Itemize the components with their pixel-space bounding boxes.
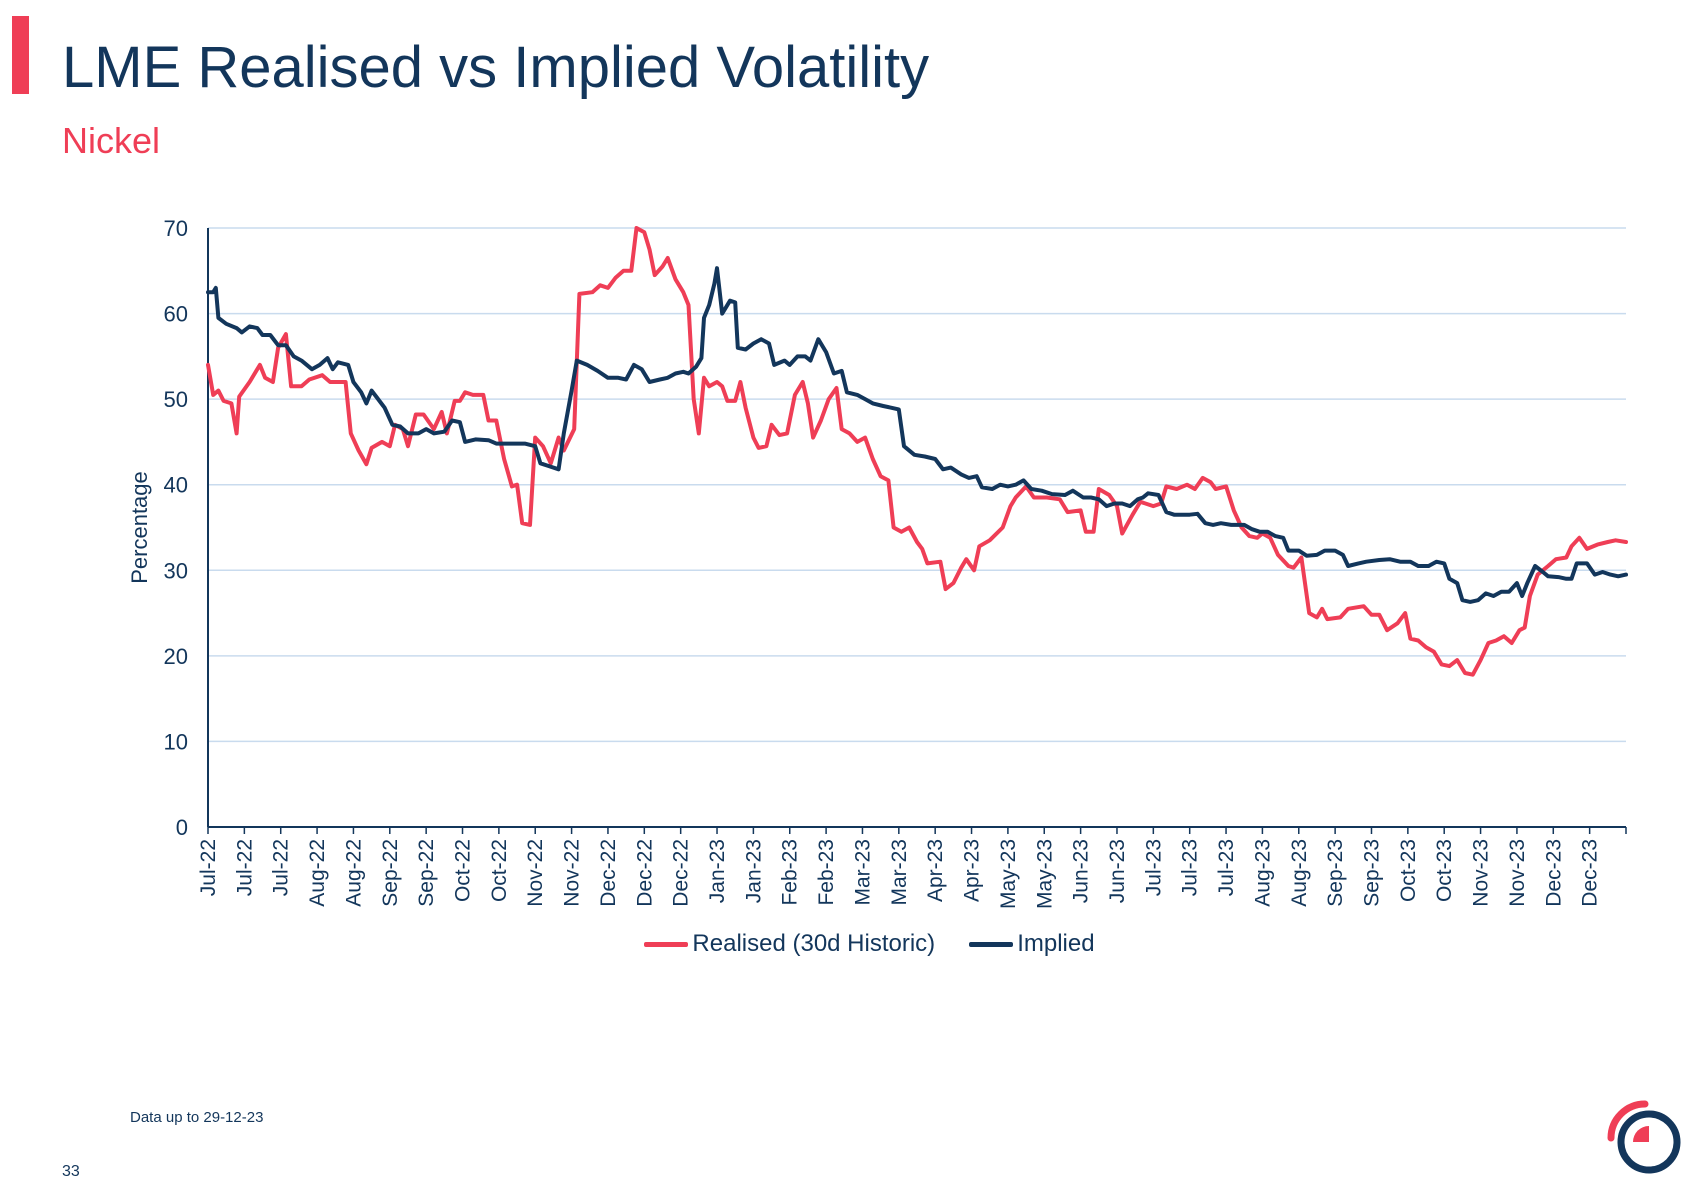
y-tick-label: 10 <box>164 729 188 754</box>
x-tick-label: Jan-23 <box>742 839 765 903</box>
x-tick-label: Oct-23 <box>1433 839 1456 902</box>
x-tick-label: Jul-22 <box>233 839 256 896</box>
x-tick-label: Aug-22 <box>342 839 365 907</box>
x-tick-label: Sep-22 <box>379 839 402 907</box>
x-tick-label: Jul-23 <box>1179 839 1202 896</box>
data-date-note: Data up to 29-12-23 <box>130 1109 264 1126</box>
x-tick-label: Jan-23 <box>706 839 729 903</box>
x-tick-label: Oct-23 <box>1397 839 1420 902</box>
y-tick-label: 60 <box>164 302 188 327</box>
chart-series <box>206 226 1628 677</box>
x-tick-label: Oct-22 <box>488 839 511 902</box>
x-tick-label: Dec-22 <box>633 839 656 907</box>
x-tick-label: Dec-23 <box>1542 839 1565 907</box>
x-tick-label: Oct-22 <box>452 839 475 902</box>
legend-item-realised: Realised (30d Historic) <box>644 930 935 958</box>
x-tick-label: Aug-23 <box>1288 839 1311 907</box>
x-tick-label: Aug-22 <box>306 839 329 907</box>
y-axis-label: Percentage <box>127 471 152 584</box>
title-accent-bar <box>12 16 29 94</box>
x-tick-label: Mar-23 <box>851 839 874 906</box>
x-tick-label: Nov-22 <box>561 839 584 907</box>
x-tick-label: Aug-23 <box>1251 839 1274 907</box>
x-tick-label: Mar-23 <box>888 839 911 906</box>
chart-labels: 0 10 20 30 40 50 60 70 Jul-22 Jul-22 Jul-22 Aug-22 A… <box>127 216 1602 909</box>
x-tick-label: Dec-23 <box>1579 839 1602 907</box>
y-tick-label: 50 <box>164 387 188 412</box>
chart-legend: Realised (30d Historic) Implied <box>0 930 1699 958</box>
y-tick-label: 20 <box>164 644 188 669</box>
x-tick-label: Jul-22 <box>270 839 293 896</box>
page-number: 33 <box>62 1163 80 1180</box>
y-tick-label: 70 <box>164 216 188 241</box>
x-tick-label: Apr-23 <box>924 839 947 902</box>
x-tick-label: Sep-23 <box>1360 839 1383 907</box>
legend-label-implied: Implied <box>1017 930 1095 957</box>
x-tick-label: Jul-23 <box>1215 839 1238 896</box>
chart-axes <box>207 228 1627 834</box>
x-tick-label: Dec-22 <box>597 839 620 907</box>
chart-gridlines <box>208 227 1626 743</box>
company-logo-icon <box>1607 1100 1681 1174</box>
legend-swatch-implied <box>969 941 1014 947</box>
x-tick-label: Sep-22 <box>415 839 438 907</box>
x-tick-label: Nov-23 <box>1470 839 1493 907</box>
x-tick-label: May-23 <box>1033 839 1056 909</box>
x-tick-label: Nov-22 <box>524 839 547 907</box>
series-line-realised <box>206 226 1628 677</box>
x-tick-label: Feb-23 <box>779 839 802 906</box>
y-tick-label: 30 <box>164 558 188 583</box>
y-tick-label: 40 <box>164 473 188 498</box>
x-tick-label: Jul-23 <box>1142 839 1165 896</box>
x-tick-label: Nov-23 <box>1506 839 1529 907</box>
x-tick-label: Sep-23 <box>1324 839 1347 907</box>
legend-swatch-realised <box>644 941 689 947</box>
volatility-line-chart: 0 10 20 30 40 50 60 70 Jul-22 Jul-22 Jul-22 Aug-22 A… <box>127 216 1628 909</box>
series-line-implied <box>206 266 1628 604</box>
page-title: LME Realised vs Implied Volatility <box>62 35 930 100</box>
legend-label-realised: Realised (30d Historic) <box>692 930 936 957</box>
x-tick-label: Dec-22 <box>670 839 693 907</box>
y-tick-label: 0 <box>176 815 188 840</box>
x-tick-label: Jun-23 <box>1106 839 1129 903</box>
x-tick-label: Apr-23 <box>961 839 984 902</box>
x-tick-label: Feb-23 <box>815 839 838 906</box>
x-tick-label: May-23 <box>997 839 1020 909</box>
legend-item-implied: Implied <box>969 930 1095 958</box>
x-tick-label: Jun-23 <box>1070 839 1093 903</box>
x-tick-label: Jul-22 <box>197 839 220 896</box>
page-subtitle: Nickel <box>62 120 161 161</box>
